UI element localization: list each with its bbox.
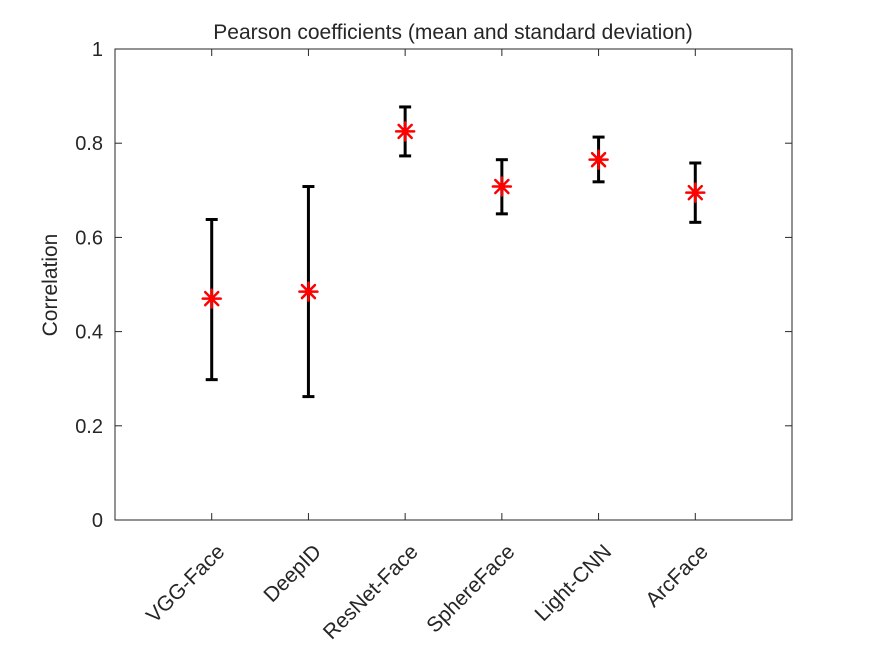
axes (114, 48, 793, 521)
y-tick-label: 0.2 (75, 416, 103, 438)
y-axis-label: Correlation (39, 234, 62, 337)
y-tick-label: 0 (92, 510, 103, 532)
mean-marker (394, 121, 416, 142)
mean-marker (491, 176, 513, 197)
y-tick-label: 0.4 (75, 322, 103, 344)
plot-area-frame (114, 48, 793, 521)
mean-markers (201, 121, 706, 309)
y-tick-label: 0.6 (75, 227, 103, 249)
chart-title: Pearson coefficients (mean and standard … (213, 21, 692, 44)
y-tick-label: 1 (92, 39, 103, 61)
mean-marker (588, 149, 609, 170)
y-tick-label: 0.8 (75, 133, 103, 155)
mean-marker (201, 288, 222, 309)
mean-marker (685, 182, 706, 203)
mean-marker (298, 281, 319, 302)
